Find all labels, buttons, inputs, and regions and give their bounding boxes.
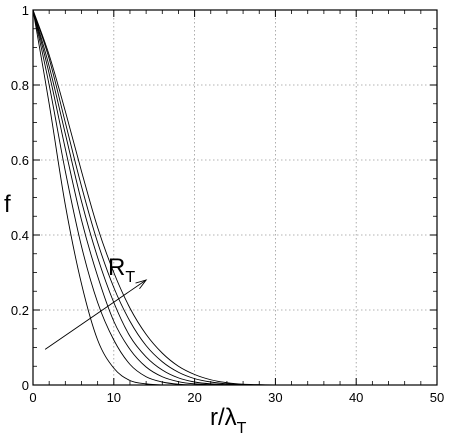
x-tick-label: 50 bbox=[430, 390, 444, 405]
x-tick-label: 0 bbox=[29, 390, 36, 405]
series-lines bbox=[32, 9, 276, 386]
x-tick-label: 30 bbox=[268, 390, 282, 405]
y-tick-label: 0.2 bbox=[11, 303, 29, 318]
grid bbox=[33, 10, 437, 385]
series-line-5 bbox=[32, 9, 276, 386]
axis-ticks bbox=[32, 9, 438, 386]
x-tick-label: 10 bbox=[107, 390, 121, 405]
y-tick-label: 0 bbox=[22, 378, 29, 393]
rt-arrow-head bbox=[135, 279, 148, 290]
rt-annotation-main: R bbox=[108, 254, 125, 281]
y-tick-label: 1 bbox=[22, 3, 29, 18]
rt-arrow-shaft bbox=[44, 279, 147, 350]
y-axis-title: f bbox=[4, 191, 11, 218]
x-axis-title: r/λT bbox=[210, 404, 247, 437]
series-line-2 bbox=[32, 9, 276, 386]
series-line-1 bbox=[32, 9, 276, 386]
series-line-4 bbox=[32, 9, 276, 386]
x-axis-title-subscript: T bbox=[237, 420, 247, 437]
y-tick-label: 0.4 bbox=[11, 228, 29, 243]
x-axis-title-main: r/λ bbox=[210, 404, 237, 431]
x-tick-label: 20 bbox=[187, 390, 201, 405]
rt-annotation-label: RT bbox=[108, 254, 135, 286]
x-tick-label: 40 bbox=[349, 390, 363, 405]
rt-annotation-subscript: T bbox=[125, 269, 135, 286]
annotation bbox=[44, 279, 148, 350]
y-tick-label: 0.8 bbox=[11, 78, 29, 93]
y-tick-labels: 0 0.2 0.4 0.6 0.8 1 bbox=[11, 3, 29, 393]
x-tick-labels: 0 10 20 30 40 50 bbox=[29, 390, 444, 405]
series-line-3 bbox=[32, 9, 276, 386]
series-line-6 bbox=[32, 9, 276, 386]
y-tick-label: 0.6 bbox=[11, 153, 29, 168]
